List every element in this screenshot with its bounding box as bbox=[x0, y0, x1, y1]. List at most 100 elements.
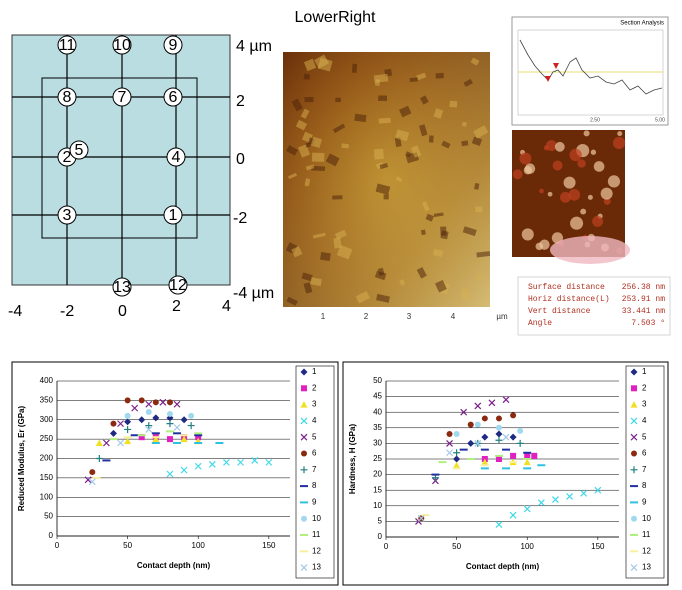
axis-label: 4 bbox=[222, 298, 231, 315]
grain bbox=[548, 192, 553, 197]
y-tick-label: 10 bbox=[373, 501, 382, 510]
y-tick-label: 0 bbox=[378, 532, 383, 541]
grain bbox=[461, 140, 468, 146]
table-key: Horiz distance(L) bbox=[528, 295, 610, 304]
legend-label: 9 bbox=[312, 498, 317, 507]
grain bbox=[312, 153, 325, 162]
unit-label: µm bbox=[496, 312, 508, 321]
axis-label: -2 bbox=[60, 303, 74, 320]
marker bbox=[447, 431, 453, 437]
table-key: Angle bbox=[528, 319, 552, 328]
grain bbox=[519, 152, 531, 164]
grain bbox=[436, 73, 444, 79]
grain bbox=[608, 175, 620, 187]
y-tick-label: 50 bbox=[373, 376, 382, 385]
y-tick-label: 45 bbox=[373, 392, 382, 401]
table-key: Vert distance bbox=[528, 307, 591, 316]
legend-label: 12 bbox=[642, 546, 651, 555]
legend-label: 9 bbox=[642, 498, 647, 507]
axis-label: -4 µm bbox=[233, 285, 274, 302]
legend-label: 3 bbox=[312, 400, 317, 409]
legend-marker bbox=[631, 385, 637, 391]
grain bbox=[522, 228, 534, 240]
x-tick-label: 4 bbox=[451, 312, 456, 321]
grain bbox=[475, 206, 483, 212]
point-label: 7 bbox=[118, 89, 127, 106]
image-title: LowerRight bbox=[295, 9, 376, 26]
grain bbox=[378, 95, 387, 101]
marker bbox=[110, 421, 116, 427]
marker bbox=[146, 409, 152, 415]
legend-label: 7 bbox=[642, 465, 647, 474]
grain bbox=[584, 130, 590, 136]
x-tick-label: 2 bbox=[364, 312, 369, 321]
grain bbox=[539, 189, 544, 194]
marker bbox=[468, 422, 474, 428]
marker bbox=[125, 397, 131, 403]
legend-label: 5 bbox=[642, 432, 647, 441]
y-tick-label: 50 bbox=[44, 512, 53, 521]
x-tick-label: 50 bbox=[123, 541, 132, 550]
legend-label: 2 bbox=[642, 383, 647, 392]
table-key: Surface distance bbox=[528, 283, 605, 292]
y-tick-label: 300 bbox=[40, 415, 54, 424]
table-value: 253.91 nm bbox=[622, 295, 665, 304]
legend-marker bbox=[301, 451, 307, 457]
legend-marker bbox=[301, 385, 307, 391]
table-value: 256.38 nm bbox=[622, 283, 665, 292]
legend-label: 7 bbox=[312, 465, 317, 474]
grain bbox=[588, 195, 593, 200]
marker bbox=[167, 399, 173, 405]
grain bbox=[544, 145, 549, 150]
legend-label: 1 bbox=[312, 367, 317, 376]
marker bbox=[510, 453, 516, 459]
marker bbox=[510, 412, 516, 418]
marker bbox=[496, 456, 502, 462]
grain bbox=[462, 122, 467, 127]
y-tick-label: 150 bbox=[40, 473, 54, 482]
point-label: 1 bbox=[169, 207, 178, 224]
grain bbox=[568, 189, 580, 201]
grain bbox=[384, 194, 389, 199]
grain bbox=[550, 236, 630, 264]
grain bbox=[332, 195, 342, 199]
y-tick-label: 350 bbox=[40, 395, 54, 404]
x-tick-label: 150 bbox=[591, 542, 605, 551]
grain bbox=[374, 74, 388, 83]
y-tick-label: 100 bbox=[40, 492, 54, 501]
table-value: 33.441 nm bbox=[622, 307, 665, 316]
marker bbox=[167, 436, 173, 442]
x-tick-label: 1 bbox=[321, 312, 326, 321]
y-tick-label: 5 bbox=[378, 517, 383, 526]
point-label: 11 bbox=[59, 37, 76, 54]
x-tick-label: 0 bbox=[384, 542, 389, 551]
grain bbox=[613, 137, 625, 149]
grain bbox=[553, 161, 563, 171]
x-tick-label: 2.50 bbox=[590, 117, 600, 123]
legend-label: 13 bbox=[642, 563, 651, 572]
legend-marker bbox=[631, 451, 637, 457]
legend-label: 10 bbox=[312, 514, 321, 523]
x-tick-label: 50 bbox=[452, 542, 461, 551]
section-panel bbox=[512, 17, 668, 125]
point-label: 5 bbox=[75, 142, 84, 159]
axis-label: 0 bbox=[118, 303, 127, 320]
axis-label: 0 bbox=[236, 151, 245, 168]
marker bbox=[125, 413, 131, 419]
legend-label: 3 bbox=[642, 400, 647, 409]
marker bbox=[89, 469, 95, 475]
marker bbox=[153, 399, 159, 405]
marker bbox=[517, 428, 523, 434]
axis-label: 2 bbox=[172, 298, 181, 315]
point-label: 4 bbox=[172, 149, 181, 166]
grain bbox=[525, 163, 535, 173]
legend-label: 8 bbox=[312, 481, 317, 490]
marker bbox=[475, 422, 481, 428]
grain bbox=[591, 150, 596, 155]
grain bbox=[374, 149, 384, 160]
legend-label: 5 bbox=[312, 432, 317, 441]
legend-label: 10 bbox=[642, 514, 651, 523]
legend-label: 1 bbox=[642, 367, 647, 376]
x-tick-label: 0 bbox=[55, 541, 60, 550]
legend-marker bbox=[301, 516, 307, 522]
